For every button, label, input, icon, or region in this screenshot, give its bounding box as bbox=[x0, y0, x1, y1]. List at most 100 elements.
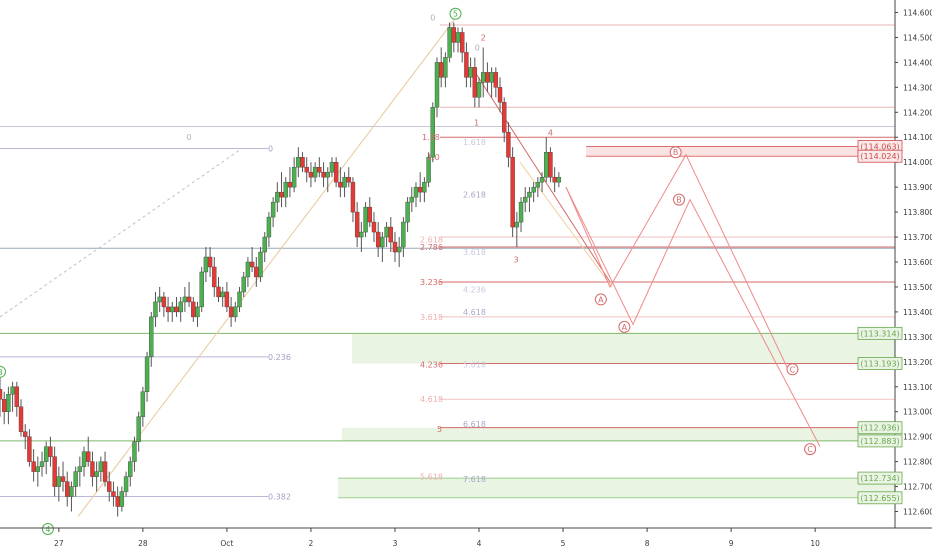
price-box bbox=[857, 421, 903, 435]
candle-body bbox=[283, 181, 288, 198]
candle-body bbox=[481, 72, 486, 83]
x-tick-label: 2 bbox=[309, 539, 314, 548]
zone-1133 bbox=[352, 333, 895, 364]
price-box bbox=[857, 434, 903, 448]
fib-label: 7.618 bbox=[463, 475, 486, 484]
price-box bbox=[857, 357, 903, 370]
price-box-label: (112.734) bbox=[860, 474, 899, 483]
candle-body bbox=[258, 251, 263, 278]
candle-body bbox=[552, 176, 557, 183]
price-box-label: (112.655) bbox=[860, 494, 899, 503]
price-box bbox=[857, 326, 903, 340]
candle-body bbox=[86, 451, 91, 462]
x-tick-label: 27 bbox=[54, 539, 64, 548]
projection-paths bbox=[565, 153, 821, 447]
x-tick-label: 28 bbox=[138, 539, 148, 548]
y-tick-label: 114.100 bbox=[903, 133, 932, 142]
candle-body bbox=[447, 27, 452, 58]
candle-body bbox=[472, 67, 478, 98]
candle-body bbox=[224, 291, 230, 308]
candle-body bbox=[396, 246, 402, 253]
candle-body bbox=[346, 176, 351, 183]
candle-body bbox=[14, 386, 20, 407]
y-tick-label: 113.500 bbox=[903, 283, 932, 292]
candle-body bbox=[144, 356, 150, 392]
y-tick-label: 113.900 bbox=[903, 183, 932, 192]
y-tick-label: 114.500 bbox=[903, 33, 932, 42]
wave-circle bbox=[0, 365, 6, 378]
candle-body bbox=[10, 386, 15, 395]
candle-body bbox=[77, 466, 83, 472]
wave-circle bbox=[618, 320, 631, 333]
wave-circle bbox=[804, 443, 817, 456]
candle-body bbox=[489, 72, 494, 83]
price-box-label: (114.024) bbox=[860, 152, 899, 161]
price-box-label: (113.193) bbox=[860, 360, 899, 369]
wave-label: A bbox=[622, 323, 628, 332]
wave-label: 3 bbox=[513, 256, 518, 265]
y-tick-label: 112.600 bbox=[903, 508, 932, 517]
candle-body bbox=[430, 107, 435, 158]
fib-label-left: 0.382 bbox=[268, 493, 291, 502]
fib-label: 5 bbox=[437, 425, 442, 434]
candle-body bbox=[321, 171, 326, 178]
candle-body bbox=[233, 306, 238, 318]
wave-label: 0 bbox=[475, 43, 480, 52]
candle-body bbox=[111, 491, 116, 497]
candle-body bbox=[245, 261, 251, 278]
wave-label: 2 bbox=[481, 33, 486, 42]
y-tick-label: 114.000 bbox=[903, 158, 932, 167]
candle-body bbox=[527, 191, 532, 198]
candle-body bbox=[212, 266, 217, 288]
candle-body bbox=[455, 32, 461, 43]
fib-label: 4.618 bbox=[463, 308, 486, 317]
x-tick-label: 5 bbox=[561, 539, 566, 548]
candle-body bbox=[476, 82, 482, 98]
candle-body bbox=[6, 394, 11, 412]
candle-body bbox=[539, 176, 545, 183]
fib-label: 4.618 bbox=[420, 395, 443, 404]
dashed-trend-line bbox=[0, 149, 241, 318]
zone-1127 bbox=[338, 478, 895, 498]
projection-path-2 bbox=[565, 186, 821, 447]
candle-body bbox=[90, 461, 95, 477]
candle-body bbox=[438, 62, 444, 78]
candle-body bbox=[207, 256, 213, 268]
candle-body bbox=[220, 291, 225, 298]
y-tick-label: 113.200 bbox=[903, 358, 932, 367]
fib-label: 2.618 bbox=[420, 236, 443, 245]
wave-label: 4 bbox=[548, 128, 553, 137]
candle-body bbox=[350, 181, 356, 213]
candle-body bbox=[312, 166, 318, 178]
wave-label: C bbox=[790, 365, 796, 374]
fib-label: 5.618 bbox=[420, 473, 443, 482]
candle-body bbox=[409, 196, 414, 203]
y-tick-label: 114.400 bbox=[903, 58, 932, 67]
candle-body bbox=[182, 296, 188, 303]
fib-label: 6.618 bbox=[463, 420, 486, 429]
zone-1129 bbox=[342, 427, 895, 441]
wave-circle bbox=[786, 363, 799, 376]
candle-body bbox=[502, 102, 507, 133]
candle-body bbox=[342, 176, 347, 188]
price-box-label: (112.936) bbox=[860, 424, 899, 433]
candle-body bbox=[287, 181, 293, 188]
candle-body bbox=[69, 486, 74, 497]
x-tick-label: 4 bbox=[477, 539, 482, 548]
candle-body bbox=[426, 157, 431, 183]
candle-body bbox=[417, 186, 423, 193]
price-box-label: (112.883) bbox=[860, 437, 899, 446]
y-tick-label: 114.600 bbox=[903, 8, 932, 17]
zone-114 bbox=[586, 146, 895, 157]
candle-body bbox=[392, 241, 398, 253]
candle-body bbox=[510, 157, 515, 228]
fib-label: 3.618 bbox=[463, 248, 486, 257]
candle-body bbox=[548, 152, 553, 178]
candle-body bbox=[523, 196, 528, 203]
wave-label: 1 bbox=[474, 118, 479, 127]
candle-body bbox=[304, 166, 309, 173]
y-tick-label: 113.000 bbox=[903, 408, 932, 417]
trend-lines bbox=[0, 17, 613, 517]
